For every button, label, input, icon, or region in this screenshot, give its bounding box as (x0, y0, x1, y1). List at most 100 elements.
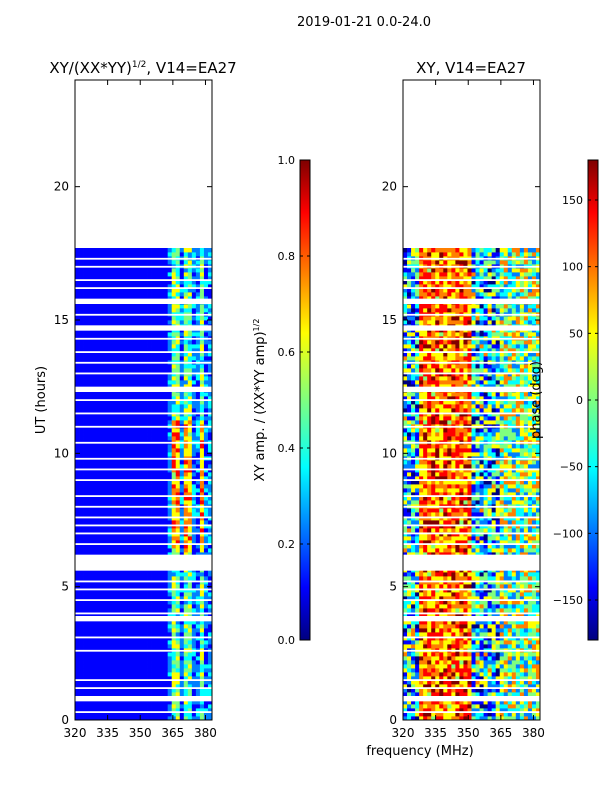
heatmap-cell (79, 268, 83, 272)
heatmap-cell (115, 364, 119, 368)
heatmap-cell (103, 272, 107, 276)
amplitude-ylabel: UT (hours) (34, 366, 49, 434)
heatmap-cell (443, 624, 447, 628)
heatmap-cell (403, 664, 407, 668)
heatmap-cell (196, 432, 200, 436)
heatmap-cell (455, 664, 459, 668)
heatmap-cell (99, 548, 103, 552)
heatmap-cell (204, 452, 208, 456)
heatmap-cell (119, 464, 123, 468)
heatmap-cell (99, 628, 103, 632)
heatmap-cell (164, 624, 168, 628)
heatmap-cell (184, 644, 188, 648)
heatmap-cell (176, 460, 180, 464)
heatmap-cell (99, 576, 103, 580)
heatmap-cell (459, 632, 463, 636)
heatmap-cell (127, 576, 131, 580)
heatmap-cell (200, 420, 204, 424)
heatmap-cell (139, 644, 143, 648)
heatmap-cell (172, 664, 176, 668)
heatmap-cell (204, 308, 208, 312)
heatmap-cell (95, 448, 99, 452)
heatmap-cell (79, 704, 83, 708)
heatmap-cell (75, 292, 79, 296)
heatmap-cell (176, 704, 180, 708)
heatmap-cell (160, 672, 164, 676)
heatmap-cell (107, 428, 111, 432)
heatmap-cell (148, 464, 152, 468)
heatmap-cell (180, 452, 184, 456)
heatmap-cell (204, 416, 208, 420)
heatmap-cell (111, 464, 115, 468)
heatmap-cell (516, 644, 520, 648)
heatmap-cell (435, 628, 439, 632)
heatmap-cell (188, 252, 192, 256)
heatmap-cell (500, 692, 504, 696)
heatmap-cell (196, 528, 200, 532)
heatmap-cell (176, 644, 180, 648)
heatmap-cell (91, 508, 95, 512)
heatmap-cell (455, 656, 459, 660)
heatmap-cell (196, 304, 200, 308)
heatmap-cell (415, 644, 419, 648)
heatmap-cell (196, 644, 200, 648)
heatmap-cell (407, 632, 411, 636)
heatmap-cell (103, 260, 107, 264)
heatmap-cell (188, 660, 192, 664)
heatmap-cell (79, 344, 83, 348)
heatmap-cell (107, 356, 111, 360)
heatmap-cell (160, 460, 164, 464)
heatmap-cell (180, 584, 184, 588)
heatmap-cell (144, 436, 148, 440)
heatmap-cell (111, 472, 115, 476)
heatmap-cell (115, 452, 119, 456)
heatmap-cell (156, 652, 160, 656)
heatmap-cell (160, 512, 164, 516)
heatmap-cell (180, 536, 184, 540)
heatmap-cell (135, 260, 139, 264)
heatmap-cell (148, 268, 152, 272)
heatmap-cell (119, 448, 123, 452)
heatmap-cell (111, 392, 115, 396)
heatmap-cell (532, 704, 536, 708)
heatmap-cell (135, 508, 139, 512)
heatmap-cell (459, 660, 463, 664)
heatmap-cell (91, 632, 95, 636)
heatmap-cell (184, 584, 188, 588)
heatmap-cell (95, 548, 99, 552)
heatmap-cell (476, 664, 480, 668)
heatmap-cell (111, 548, 115, 552)
heatmap-cell (131, 404, 135, 408)
heatmap-cell (423, 704, 427, 708)
heatmap-cell (160, 528, 164, 532)
heatmap-cell (115, 664, 119, 668)
heatmap-cell (91, 268, 95, 272)
heatmap-cell (127, 436, 131, 440)
heatmap-cell (164, 316, 168, 320)
heatmap-cell (172, 404, 176, 408)
heatmap-cell (111, 644, 115, 648)
heatmap-cell (103, 576, 107, 580)
heatmap-cell (107, 464, 111, 468)
heatmap-cell (168, 428, 172, 432)
heatmap-cell (451, 632, 455, 636)
heatmap-cell (123, 380, 127, 384)
heatmap-cell (123, 308, 127, 312)
heatmap-cell (127, 528, 131, 532)
heatmap-cell (184, 520, 188, 524)
heatmap-cell (83, 508, 87, 512)
heatmap-cell (79, 652, 83, 656)
heatmap-cell (152, 664, 156, 668)
heatmap-cell (180, 272, 184, 276)
heatmap-cell (200, 488, 204, 492)
heatmap-cell (435, 672, 439, 676)
heatmap-cell (160, 248, 164, 252)
heatmap-cell (532, 640, 536, 644)
heatmap-cell (447, 652, 451, 656)
heatmap-cell (200, 308, 204, 312)
heatmap-cell (135, 304, 139, 308)
heatmap-cell (95, 508, 99, 512)
heatmap-cell (172, 656, 176, 660)
heatmap-cell (504, 644, 508, 648)
heatmap-cell (419, 672, 423, 676)
